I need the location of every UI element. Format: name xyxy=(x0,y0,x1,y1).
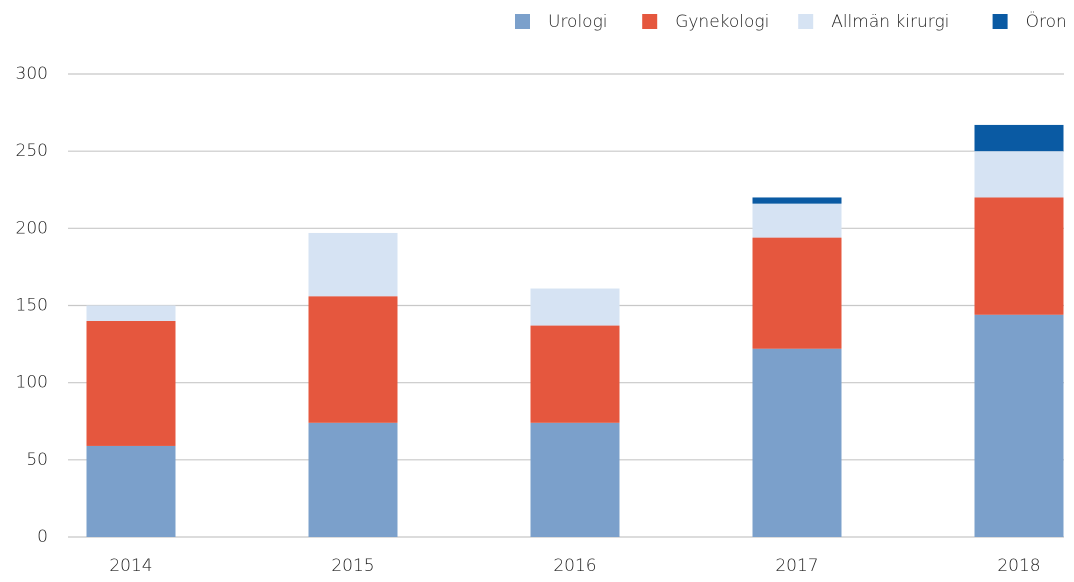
y-tick-label: 150 xyxy=(16,296,48,316)
y-tick-label: 250 xyxy=(16,141,48,161)
legend-swatch xyxy=(992,14,1008,29)
legend-label: Öron xyxy=(1026,10,1067,32)
bar-segment xyxy=(752,237,842,349)
y-tick-label: 0 xyxy=(37,527,48,547)
x-tick-label: 2017 xyxy=(775,556,818,576)
legend-label: Urologi xyxy=(548,12,608,32)
legend-swatch xyxy=(515,14,530,29)
legend-label: Allmän kirurgi xyxy=(831,12,949,32)
bar-segment xyxy=(752,197,842,204)
bar-segment xyxy=(86,320,176,446)
x-tick-label: 2014 xyxy=(109,556,152,576)
legend-swatch xyxy=(642,14,658,29)
bar-segment xyxy=(752,348,842,537)
bar-segment xyxy=(308,422,398,537)
bar-segment xyxy=(308,232,398,297)
bar-segment xyxy=(530,288,620,326)
bar-segment xyxy=(530,325,620,423)
bar-segment xyxy=(530,422,620,537)
y-tick-label: 200 xyxy=(16,218,48,238)
bar-segment xyxy=(974,314,1064,537)
bar-segment xyxy=(308,296,398,423)
legend-label: Gynekologi xyxy=(675,12,769,32)
y-tick-label: 100 xyxy=(16,373,48,393)
bar-segment xyxy=(86,445,176,537)
bar-segment xyxy=(974,151,1064,198)
bar-segment xyxy=(752,203,842,238)
x-tick-label: 2015 xyxy=(331,556,374,576)
x-tick-label: 2016 xyxy=(553,556,596,576)
y-tick-label: 50 xyxy=(26,450,48,470)
bar-segment xyxy=(86,305,176,321)
bar-segment xyxy=(974,197,1064,315)
x-tick-label: 2018 xyxy=(997,556,1040,576)
legend-swatch xyxy=(798,14,814,29)
y-tick-label: 300 xyxy=(16,64,48,84)
bar-segment xyxy=(974,124,1064,152)
